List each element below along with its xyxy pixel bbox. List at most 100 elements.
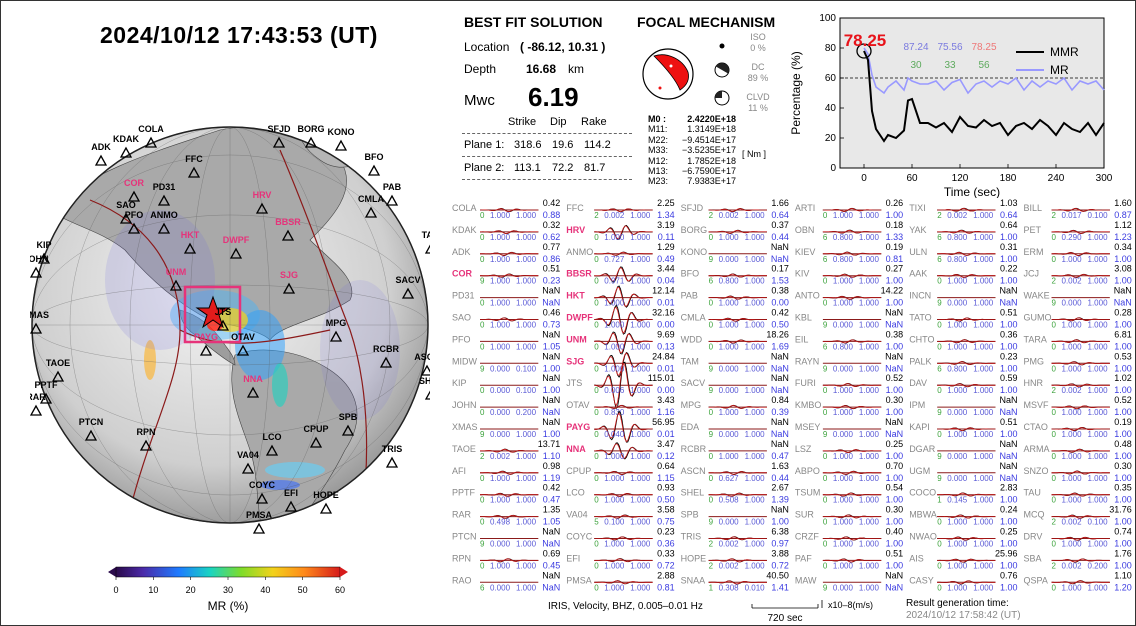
weight-index: 0	[480, 342, 485, 351]
time-shift-value: 0.000	[490, 583, 511, 592]
correlation-value: 1.00	[886, 276, 904, 286]
x-tick-label: 240	[1048, 173, 1065, 184]
station-name: IPM	[909, 400, 925, 410]
weight-index: 0	[1052, 583, 1057, 592]
moment-row: M11: 1.3149E+18	[648, 124, 736, 135]
colorbar-tick-label: 60	[335, 585, 345, 595]
station-name: COCO	[909, 488, 936, 498]
scale-value: 0.200	[516, 408, 537, 417]
top-value: 78.25	[971, 42, 996, 53]
amplitude-value: NaN	[771, 505, 789, 515]
amplitude-value: 1.03	[1000, 198, 1018, 208]
waveform-row: ASCN 1.63 0 0.627 1.000 0.44	[681, 461, 789, 483]
station-name: RAYN	[795, 356, 819, 366]
scale-value: 1.000	[630, 233, 651, 242]
waveform-row: NNA 3.47 0 1.000 1.000 0.12	[566, 439, 674, 461]
waveform-row: ARMA 0.48 0 1.000 1.000 1.00	[1024, 439, 1132, 461]
time-shift-value: 1.000	[833, 211, 854, 220]
station-marker: PMSA	[246, 510, 272, 534]
station-marker: PPTF	[34, 380, 58, 404]
synthetic-trace	[822, 514, 882, 519]
weight-index: 0	[594, 561, 599, 570]
correlation-value: 0.73	[543, 320, 561, 330]
weight-index: 0	[823, 452, 828, 461]
amplitude-value: NaN	[542, 286, 560, 296]
time-shift-value: 0.002	[490, 452, 511, 461]
waveform-row: DWPF 32.16 0 1.000 1.000 0.00	[566, 304, 675, 335]
scale-value: 1.000	[859, 561, 880, 570]
synthetic-trace	[480, 252, 539, 256]
station-label: DWPF	[223, 235, 250, 245]
waveform-row: ANMO 1.29 0 0.727 1.000 0.49	[566, 242, 674, 264]
station-name: PMSA	[566, 575, 592, 585]
time-shift-value: 0.000	[719, 518, 740, 527]
station-marker: ADK	[91, 142, 111, 166]
amplitude-value: 3.08	[1114, 264, 1132, 274]
station-name: PMG	[1024, 356, 1045, 366]
scale-value: 1.000	[1088, 430, 1109, 439]
scale-value: 1.000	[859, 430, 880, 439]
station-name: CTAO	[1024, 422, 1048, 432]
scale-value: 1.000	[973, 496, 994, 505]
station-label: SPB	[339, 412, 358, 422]
correlation-value: NaN	[542, 407, 560, 417]
scale-value: 1.000	[516, 452, 537, 461]
weight-index: 0	[1052, 342, 1057, 351]
station-name: BBSR	[566, 269, 592, 279]
time-shift-value: 1.000	[1062, 430, 1083, 439]
correlation-value: 1.00	[886, 473, 904, 483]
scale-value: 0.100	[516, 386, 537, 395]
station-name: ADK	[452, 247, 471, 257]
amplitude-value: 0.37	[771, 220, 789, 230]
station-name: TSUM	[795, 488, 821, 498]
waveform-row: HOPE 3.88 2 0.002 1.000 0.72	[681, 548, 789, 570]
station-marker: SJG	[280, 270, 298, 294]
scale-value: 1.000	[973, 364, 994, 373]
x-tick-label: 0	[861, 173, 867, 184]
synthetic-trace	[594, 225, 653, 240]
synthetic-trace	[594, 536, 653, 541]
station-name: SAO	[452, 313, 471, 323]
weight-index: 0	[823, 561, 828, 570]
station-label: SFJD	[267, 124, 291, 134]
clvd-label: CLVD	[746, 92, 770, 102]
station-name: CASY	[909, 575, 934, 585]
clvd-value: 11 %	[748, 103, 768, 113]
series-line-mmr	[863, 50, 1105, 143]
synthetic-trace	[1051, 536, 1110, 541]
time-shift-value: 1.000	[947, 561, 968, 570]
scale-value: 1.000	[630, 474, 651, 483]
y-tick-label: 40	[825, 103, 837, 114]
correlation-value: 1.00	[1114, 363, 1132, 373]
mr-colorbar: 0 10 20 30 40 50 60 MR (%)	[108, 566, 348, 613]
depth-label: Depth	[464, 62, 497, 76]
correlation-value: 1.19	[543, 473, 561, 483]
station-marker: RPN	[136, 427, 156, 451]
weight-index: 0	[1052, 255, 1057, 264]
scale-value: 1.000	[1088, 277, 1109, 286]
amplitude-value: NaN	[542, 329, 560, 339]
station-marker: PFO	[125, 210, 143, 234]
synthetic-trace	[1051, 427, 1110, 431]
amplitude-value: 0.42	[771, 308, 789, 318]
time-shift-value: 0.000	[947, 474, 968, 483]
amplitude-value: NaN	[542, 373, 560, 383]
weight-index: 0	[594, 474, 599, 483]
synthetic-trace	[937, 361, 996, 366]
time-shift-value: 1.000	[719, 321, 740, 330]
waveform-row: KIV 0.27 0 1.000 1.000 1.00	[795, 264, 903, 286]
station-name: CHTO	[909, 334, 934, 344]
station-name: TARA	[1024, 334, 1047, 344]
scale-value: 1.000	[630, 561, 651, 570]
weight-index: 6	[937, 233, 942, 242]
waveform-row: KIEV 0.19 6 0.800 1.000 0.81	[795, 242, 903, 264]
time-shift-value: 0.002	[719, 561, 740, 570]
weight-index: 9	[480, 540, 485, 549]
time-shift-value: 1.000	[490, 299, 511, 308]
scale-value: 1.000	[1088, 474, 1109, 483]
station-marker: BORG	[298, 124, 325, 148]
station-name: ABPO	[795, 466, 820, 476]
weight-index: 0	[594, 452, 599, 461]
weight-index: 9	[480, 364, 485, 373]
waveform-row: NWAO 0.25 0 1.000 1.000 1.00	[909, 527, 1017, 549]
